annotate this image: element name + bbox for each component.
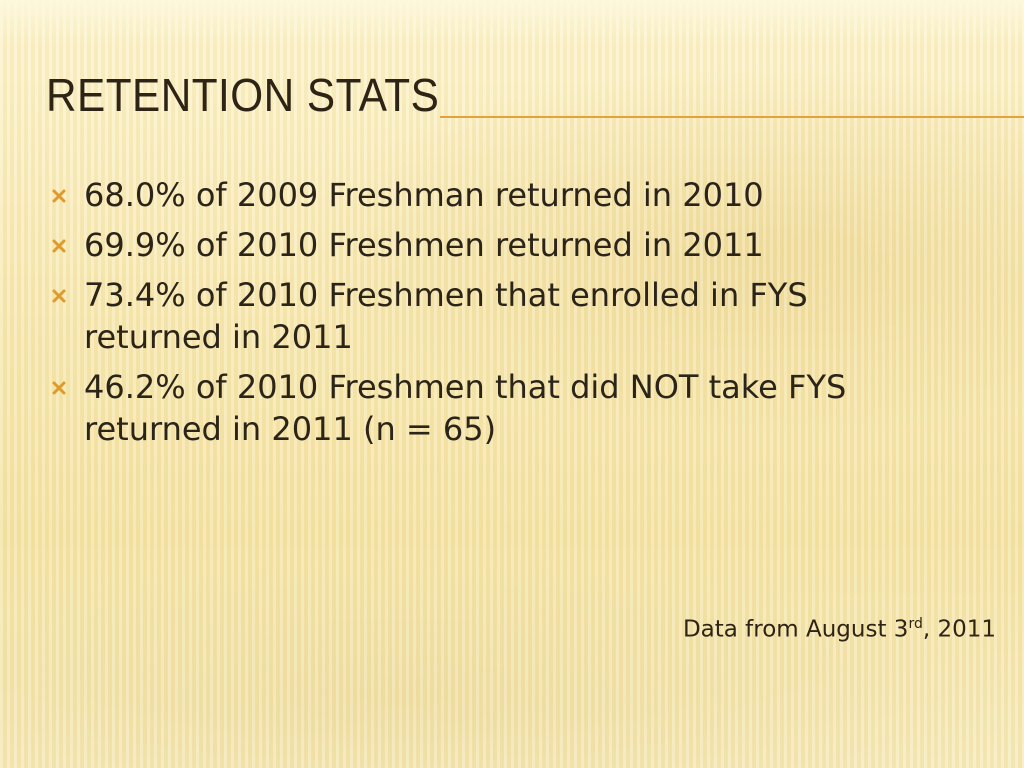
bullet-item: 46.2% of 2010 Freshmen that did NOT take… <box>50 366 950 450</box>
footnote: Data from August 3rd, 2011 <box>683 616 996 643</box>
bullet-text: 73.4% of 2010 Freshmen that enrolled in … <box>84 276 808 356</box>
slide-title: RETENTION STATS <box>46 69 440 121</box>
bullet-marker <box>52 189 66 203</box>
bullet-text: 68.0% of 2009 Freshman returned in 2010 <box>84 176 764 214</box>
footnote-text: Data from August 3 <box>682 616 909 643</box>
top-band <box>0 0 1024 40</box>
title-rule <box>440 116 1024 118</box>
bullet-marker <box>52 289 66 303</box>
footnote-superscript: rd <box>908 616 923 632</box>
bullet-marker <box>52 239 66 253</box>
bullet-marker <box>52 381 66 395</box>
bullet-item: 69.9% of 2010 Freshmen returned in 2011 <box>50 224 950 266</box>
bullet-text: 69.9% of 2010 Freshmen returned in 2011 <box>84 226 764 264</box>
footnote-suffix: , 2011 <box>922 616 996 643</box>
bullet-item: 73.4% of 2010 Freshmen that enrolled in … <box>50 274 950 358</box>
bullet-list: 68.0% of 2009 Freshman returned in 2010 6… <box>50 174 950 458</box>
bullet-text: 46.2% of 2010 Freshmen that did NOT take… <box>84 368 847 448</box>
bullet-item: 68.0% of 2009 Freshman returned in 2010 <box>50 174 950 216</box>
